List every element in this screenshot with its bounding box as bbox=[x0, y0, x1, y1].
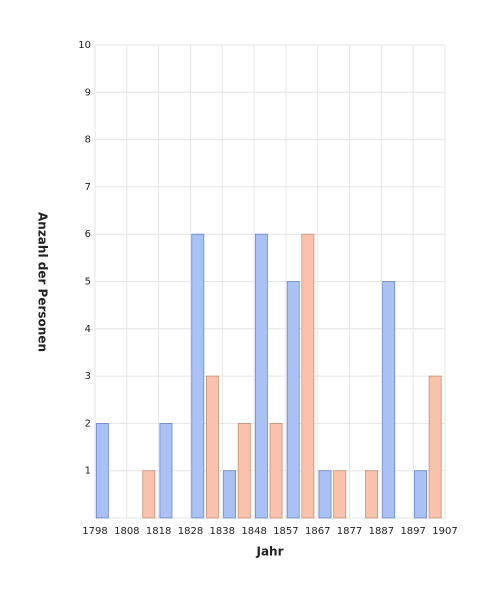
x-tick-label: 1838 bbox=[210, 526, 235, 537]
y-tick-label: 8 bbox=[85, 135, 91, 146]
x-tick-label: 1907 bbox=[432, 526, 457, 537]
bar bbox=[382, 281, 396, 519]
bar bbox=[318, 470, 332, 519]
y-tick-label: 5 bbox=[85, 277, 91, 288]
bar bbox=[301, 233, 315, 519]
bar bbox=[428, 375, 442, 519]
bar bbox=[205, 375, 219, 519]
x-tick-label: 1897 bbox=[400, 526, 425, 537]
y-tick-label: 7 bbox=[85, 182, 91, 193]
y-tick-label: 10 bbox=[78, 40, 91, 51]
y-tick-label: 1 bbox=[85, 466, 91, 477]
y-tick-label: 6 bbox=[85, 229, 91, 240]
bar bbox=[159, 422, 173, 519]
x-tick-label: 1877 bbox=[337, 526, 362, 537]
x-tick-label: 1848 bbox=[241, 526, 266, 537]
y-tick-label: 3 bbox=[85, 371, 91, 382]
bar bbox=[286, 281, 300, 519]
bar bbox=[365, 470, 378, 519]
bar bbox=[414, 470, 427, 519]
bar bbox=[142, 470, 156, 519]
x-tick-label: 1828 bbox=[178, 526, 203, 537]
x-tick-label: 1818 bbox=[146, 526, 171, 537]
bar bbox=[95, 422, 109, 519]
x-tick-label: 1857 bbox=[273, 526, 298, 537]
y-tick-label: 9 bbox=[85, 87, 91, 98]
bar bbox=[269, 422, 283, 519]
bar bbox=[223, 470, 237, 519]
y-tick-label: 2 bbox=[85, 418, 91, 429]
x-tick-label: 1808 bbox=[114, 526, 139, 537]
x-tick-label: 1867 bbox=[305, 526, 330, 537]
x-tick-label: 1887 bbox=[369, 526, 394, 537]
x-tick-label: 1798 bbox=[82, 526, 107, 537]
x-axis-title: Jahr bbox=[255, 545, 283, 559]
bar bbox=[191, 233, 205, 519]
bar bbox=[254, 233, 268, 519]
y-axis-title: Anzahl der Personen bbox=[36, 212, 50, 352]
bar bbox=[237, 422, 251, 519]
bar bbox=[333, 470, 347, 519]
y-tick-label: 4 bbox=[85, 324, 91, 335]
